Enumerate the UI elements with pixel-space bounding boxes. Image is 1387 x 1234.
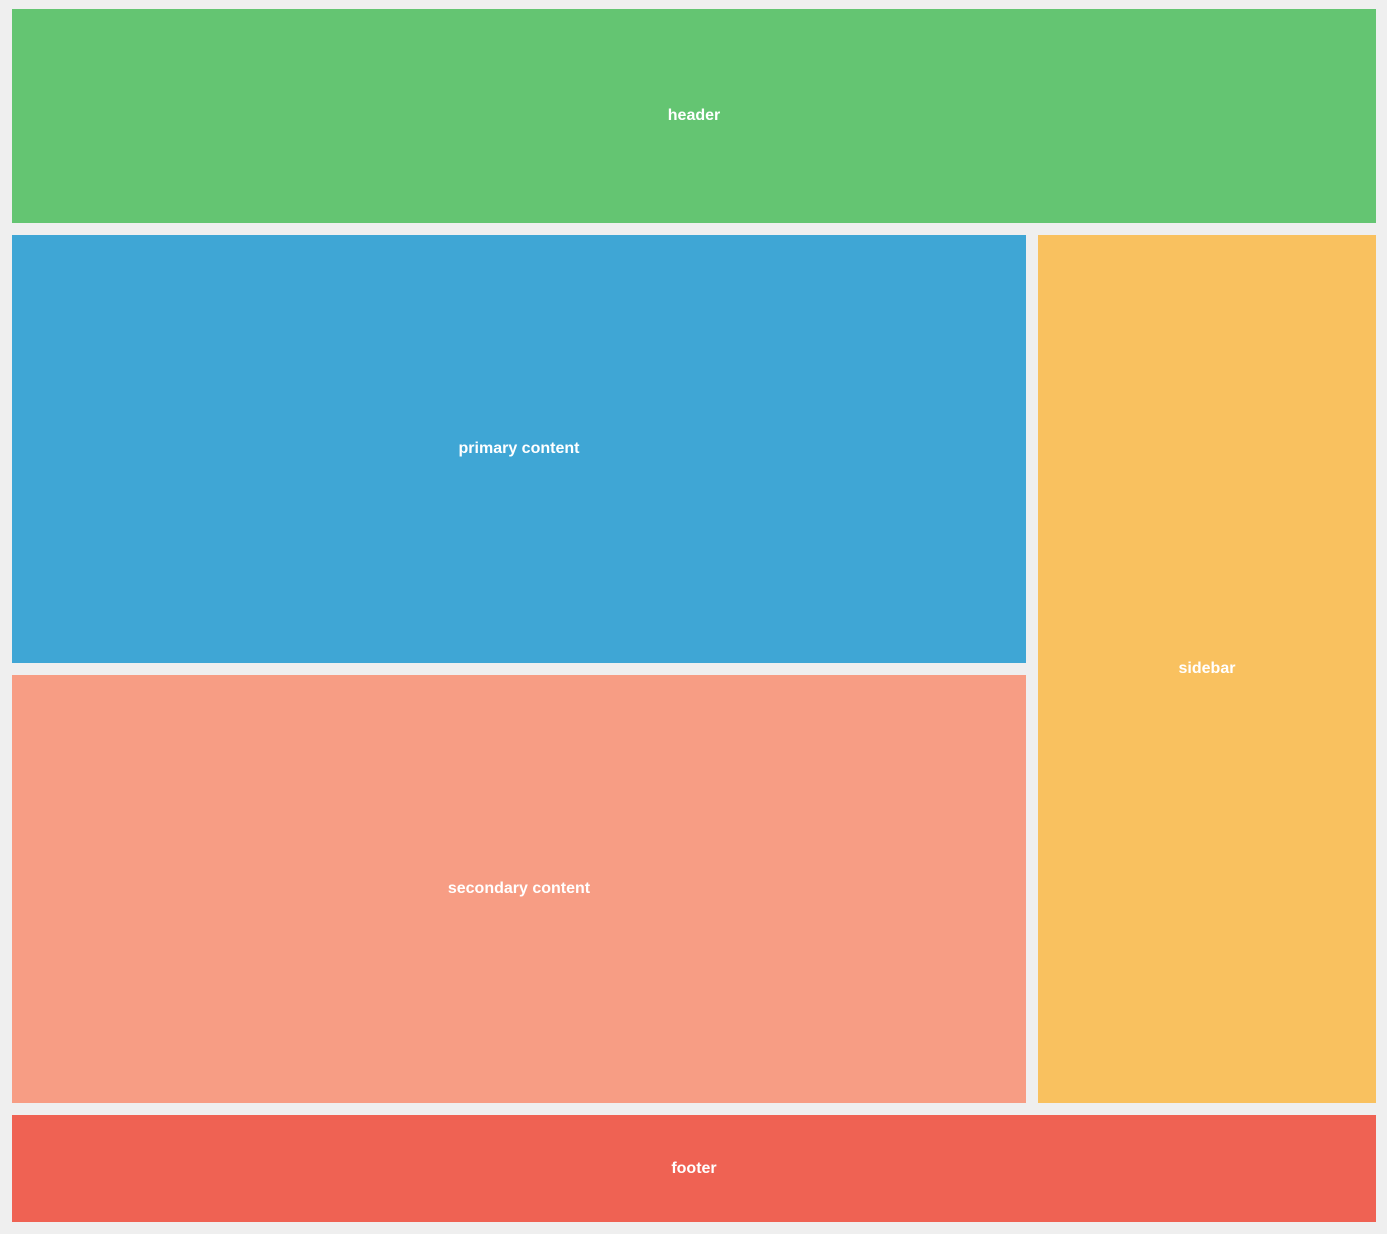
sidebar-region: sidebar — [1038, 235, 1376, 1103]
sidebar-label: sidebar — [1178, 660, 1236, 677]
secondary-content-label: secondary content — [447, 880, 591, 897]
primary-content-region: primary content — [12, 235, 1026, 663]
primary-content-label: primary content — [458, 440, 580, 457]
header-label: header — [667, 107, 721, 124]
footer-region: footer — [12, 1115, 1376, 1222]
header-region: header — [12, 9, 1376, 223]
secondary-content-region: secondary content — [12, 675, 1026, 1103]
footer-label: footer — [671, 1159, 717, 1177]
